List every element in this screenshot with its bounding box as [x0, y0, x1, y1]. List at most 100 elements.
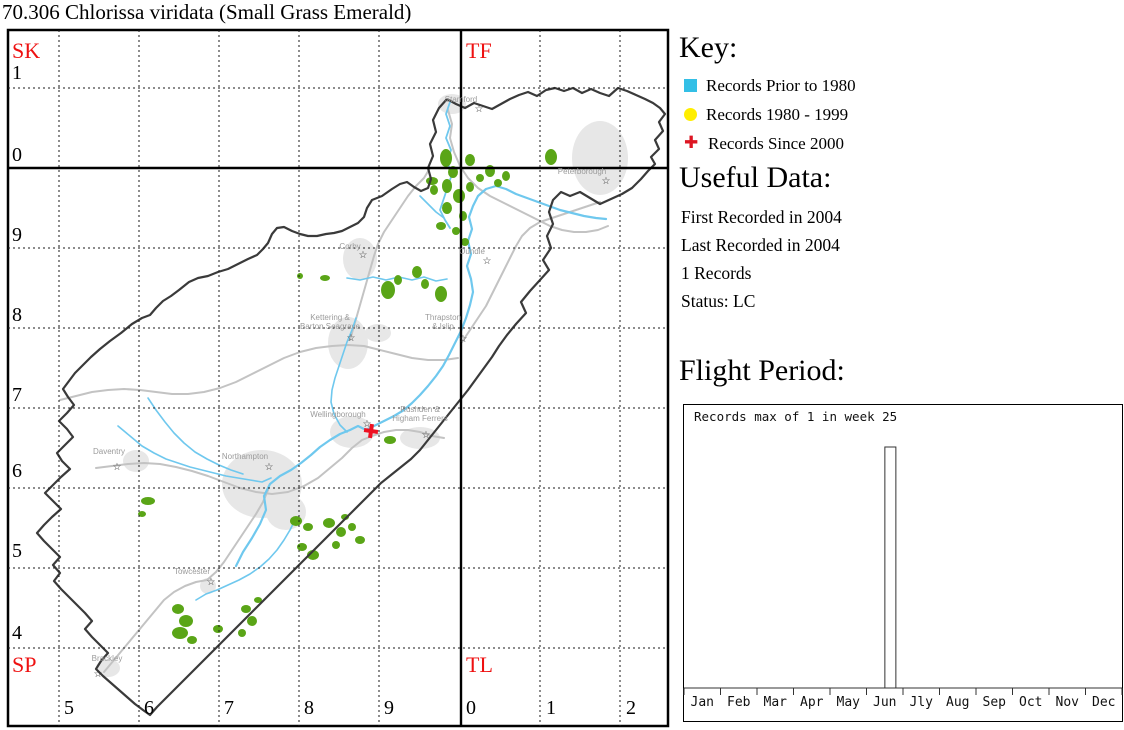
month-label: Dec — [1092, 695, 1115, 710]
woodland-patch — [297, 273, 303, 279]
river — [234, 184, 608, 568]
grid-letter: TF — [466, 38, 492, 63]
month-label: Aug — [946, 695, 969, 710]
urban-area — [400, 427, 440, 449]
grid-number: 8 — [12, 304, 22, 326]
grid-number: 6 — [144, 697, 154, 719]
woodland-patch — [545, 149, 557, 165]
urban-area — [438, 94, 466, 114]
key-item-label: Records Prior to 1980 — [706, 75, 856, 95]
chart-frame — [683, 404, 1123, 722]
county-boundary — [35, 86, 667, 717]
river — [195, 519, 296, 601]
flight-bar — [884, 446, 897, 689]
woodland-patch — [430, 185, 438, 195]
town-star-icon: ☆ — [459, 334, 468, 345]
woodland-patch — [442, 202, 452, 214]
town-label: Rushden & — [400, 405, 440, 414]
town-star-icon: ☆ — [359, 250, 368, 261]
river — [330, 317, 357, 433]
town-star-icon: ☆ — [363, 419, 372, 430]
town-star-icon: ☆ — [422, 430, 431, 441]
town-star-icon: ☆ — [113, 462, 122, 473]
month-label: Mar — [764, 695, 788, 710]
town-label: Corby — [339, 242, 360, 251]
woodland-patch — [303, 523, 313, 531]
urban-area — [572, 121, 628, 195]
town-label: Towcester — [174, 567, 210, 576]
woodland-patch — [238, 629, 246, 637]
grid-number: 2 — [626, 697, 636, 719]
town-star-icon: ☆ — [347, 333, 356, 344]
woodland-patch — [213, 625, 223, 633]
woodland-patch — [336, 527, 346, 537]
woodland-patch — [141, 497, 155, 505]
town-label: Oundle — [459, 247, 485, 256]
woodland-patch — [426, 177, 438, 185]
key-item: Records 1980 - 1999 — [684, 100, 856, 129]
woodland-patch — [179, 615, 193, 627]
grid-number: 1 — [546, 697, 556, 719]
key-legend: Records Prior to 1980 Records 1980 - 1999… — [684, 71, 856, 158]
town-star-icon: ☆ — [475, 104, 484, 115]
grid-letter: TL — [466, 652, 493, 677]
woodland-patch — [461, 238, 469, 246]
town-label: Northampton — [222, 452, 268, 461]
key-item: ✚ Records Since 2000 — [684, 129, 856, 158]
chart-annotation: Records max of 1 in week 25 — [694, 409, 897, 424]
town-label: Barton Seagrave — [300, 322, 361, 331]
urban-area — [123, 450, 149, 472]
month-label: Jly — [910, 695, 934, 710]
woodland-patch — [412, 266, 422, 278]
river — [147, 397, 244, 475]
urban-area — [328, 317, 368, 369]
woodland-patch — [494, 179, 502, 187]
town-label: Higham Ferrers — [392, 414, 448, 423]
grid-number: 9 — [12, 224, 22, 246]
town-label: & Islip — [432, 322, 454, 331]
town-label: Stamford — [445, 95, 477, 104]
key-item: Records Prior to 1980 — [684, 71, 856, 100]
woodland-patch — [241, 605, 251, 613]
urban-area — [365, 324, 391, 342]
woodland-patch — [323, 518, 335, 528]
woodland-patch — [172, 627, 188, 639]
record-circle-icon — [684, 108, 697, 121]
woodland-patch — [394, 275, 402, 285]
grid-letter: SK — [12, 38, 40, 63]
woodland-patch — [452, 227, 460, 235]
grid-number: 5 — [64, 697, 74, 719]
flight-period-heading: Flight Period: — [679, 354, 845, 387]
grid-number: 0 — [12, 144, 22, 166]
woodland-patch — [348, 523, 356, 531]
woodland-patch — [453, 189, 465, 203]
town-label: Wellingborough — [310, 410, 365, 419]
road — [447, 109, 609, 233]
useful-data-line: Status: LC — [681, 291, 756, 311]
woodland-patch — [442, 179, 452, 193]
road — [95, 429, 445, 495]
road — [59, 344, 459, 401]
grid-letter: SP — [12, 652, 36, 677]
town-label: Thrapston — [425, 313, 461, 322]
record-marker — [363, 423, 379, 439]
town-star-icon: ☆ — [483, 256, 492, 267]
town-label: Peterborough — [558, 167, 606, 176]
record-cross-icon: ✚ — [684, 133, 699, 153]
month-label: Apr — [800, 695, 824, 710]
woodland-patch — [466, 182, 474, 192]
useful-data-heading: Useful Data: — [679, 161, 832, 194]
town-label: Kettering & — [310, 313, 350, 322]
key-item-label: Records Since 2000 — [708, 133, 844, 153]
town-label: Daventry — [93, 447, 125, 456]
river — [419, 195, 445, 219]
woodland-patch — [381, 281, 395, 299]
urban-area — [200, 578, 216, 594]
month-label: Nov — [1056, 695, 1080, 710]
month-label: May — [837, 695, 861, 710]
grid-number: 8 — [304, 697, 314, 719]
grid-number: 7 — [224, 697, 234, 719]
town-star-icon: ☆ — [265, 462, 274, 473]
